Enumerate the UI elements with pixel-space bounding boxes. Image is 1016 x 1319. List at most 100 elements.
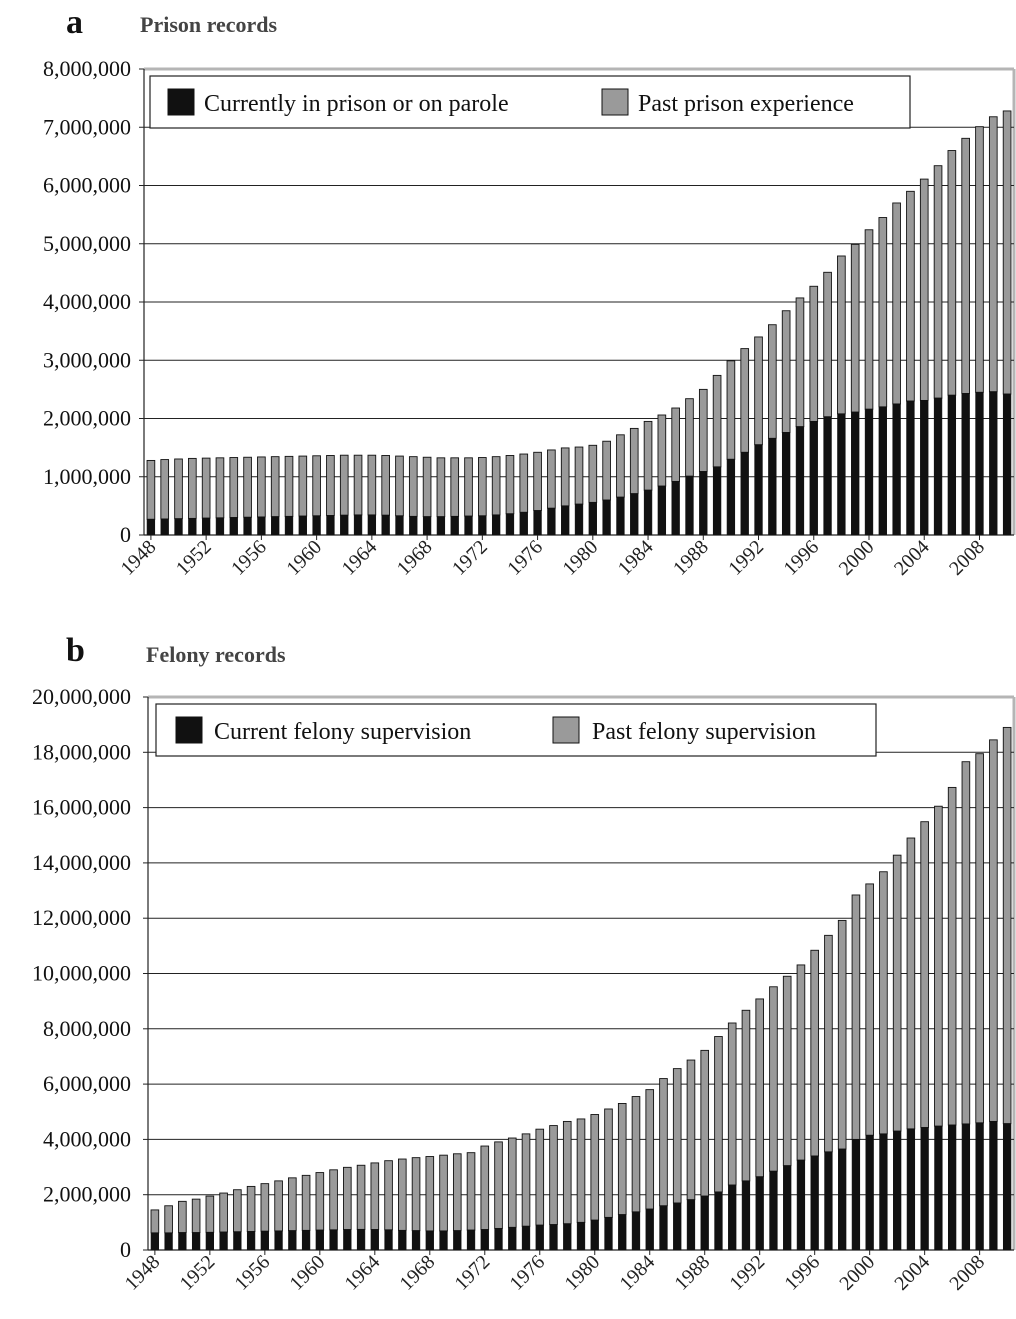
bar-segment-current [933, 397, 943, 536]
y-tick-label: 1,000,000 [43, 464, 131, 489]
bar-segment-current [659, 1205, 668, 1251]
bar-segment-past [879, 871, 888, 1135]
bar-segment-current [425, 1230, 434, 1251]
x-tick-label: 2004 [890, 1251, 934, 1295]
x-tick-label: 1960 [282, 536, 326, 580]
bar-segment-current [810, 1155, 819, 1251]
bar-segment-past [549, 1125, 558, 1226]
bar-segment-past [617, 1103, 627, 1216]
bar-segment-current [754, 444, 763, 536]
bar-segment-past [657, 414, 667, 487]
bar-segment-current [671, 481, 680, 536]
bar-segment-current [878, 406, 887, 536]
bar-segment-current [809, 421, 818, 536]
bar-segment-current [947, 1124, 957, 1251]
bar-segment-past [246, 1185, 256, 1232]
bar-segment-current [340, 514, 349, 536]
bar-segment-past [1002, 726, 1012, 1125]
bar-segment-past [201, 457, 211, 519]
bar-segment-past [353, 454, 363, 516]
bar-segment-current [563, 1223, 572, 1251]
legend-box [149, 75, 911, 129]
bar-segment-current [395, 515, 404, 536]
bar-segment-current [233, 1231, 242, 1251]
bar-segment-past [367, 454, 377, 516]
bar-segment-past [659, 1078, 668, 1207]
bar-segment-past [178, 1200, 187, 1234]
bar-segment-past [274, 1180, 283, 1232]
panel-felony-records: b Felony records 0 2,000,000 4,000,000 6,00… [32, 632, 1016, 1295]
bar-segment-current [892, 403, 901, 536]
bar-segment-current [906, 1128, 916, 1251]
bar-segment-past [933, 165, 943, 399]
bar-segment-current [893, 1130, 902, 1251]
bar-segment-past [436, 457, 446, 518]
bar-segment-past [671, 407, 680, 482]
bar-segment-current [494, 1228, 503, 1251]
bar-segment-past [505, 455, 515, 515]
bar-segment-current [768, 438, 777, 536]
bar-segment-past [298, 455, 308, 517]
bar-segment-past [384, 1160, 393, 1231]
bar-segment-current [700, 1195, 709, 1251]
bar-segment-past [452, 1153, 462, 1232]
bar-segment-current [284, 516, 294, 536]
bar-segment-past [439, 1154, 448, 1232]
bar-segment-past [219, 1192, 228, 1233]
legend-label-past: Past prison experience [638, 91, 854, 117]
bar-segment-current [508, 1227, 517, 1251]
bar-segment-current [353, 514, 363, 536]
bar-segment-current [920, 1127, 929, 1251]
bar-segment-current [686, 1199, 696, 1251]
bar-segment-past [494, 1141, 503, 1229]
bar-segment-past [547, 449, 556, 509]
bar-segment-current [436, 516, 446, 536]
bar-segment-current [824, 1151, 833, 1251]
bar-segment-past [588, 444, 598, 503]
bar-segment-past [233, 1189, 242, 1233]
bar-segment-past [146, 459, 156, 520]
bar-segment-past [491, 456, 501, 516]
bar-segment-past [864, 229, 874, 410]
bar-segment-current [712, 466, 722, 536]
bar-segment-current [576, 1222, 586, 1251]
bar-segment-current [851, 1139, 861, 1251]
bar-segment-current [823, 416, 832, 536]
bar-segment-past [381, 455, 390, 516]
legend-label-past: Past felony supervision [592, 719, 816, 745]
bar-segment-current [312, 515, 321, 536]
bar-segment-past [906, 190, 915, 402]
bar-segment-past [284, 455, 294, 517]
bar-segment-current [630, 493, 639, 536]
x-tick-label: 1952 [172, 536, 216, 580]
x-tick-label: 1988 [669, 536, 713, 580]
bar-segment-past [150, 1209, 160, 1234]
bar-segment-current [643, 489, 653, 536]
bar-segment-current [781, 432, 791, 536]
bar-segment-current [588, 502, 597, 536]
bar-segment-current [657, 485, 667, 536]
bar-segment-current [906, 400, 915, 536]
bar-segment-past [450, 457, 460, 517]
bar-segment-past [755, 998, 764, 1178]
bar-segment-past [602, 440, 611, 501]
bar-segment-past [301, 1174, 311, 1231]
bar-segment-current [590, 1219, 599, 1251]
bar-segment-past [411, 1157, 421, 1232]
bar-segment-current [574, 503, 584, 536]
panel-title-felony-records: Felony records [146, 642, 286, 667]
y-tick-label: 5,000,000 [43, 231, 131, 256]
bar-segment-past [215, 457, 225, 519]
bar-segment-current [714, 1191, 723, 1251]
legend-swatch-past [601, 88, 629, 116]
bar-segment-current [260, 1230, 269, 1251]
bar-segment-current [535, 1224, 544, 1251]
bar-segment-current [631, 1211, 641, 1251]
bar-segment-past [188, 457, 197, 519]
bar-segment-current [257, 516, 266, 536]
bar-segment-current [367, 514, 377, 536]
bar-segment-current [547, 507, 556, 536]
y-tick-label: 2,000,000 [43, 406, 131, 431]
bar-segment-current [947, 394, 957, 536]
bar-segment-current [450, 516, 459, 536]
